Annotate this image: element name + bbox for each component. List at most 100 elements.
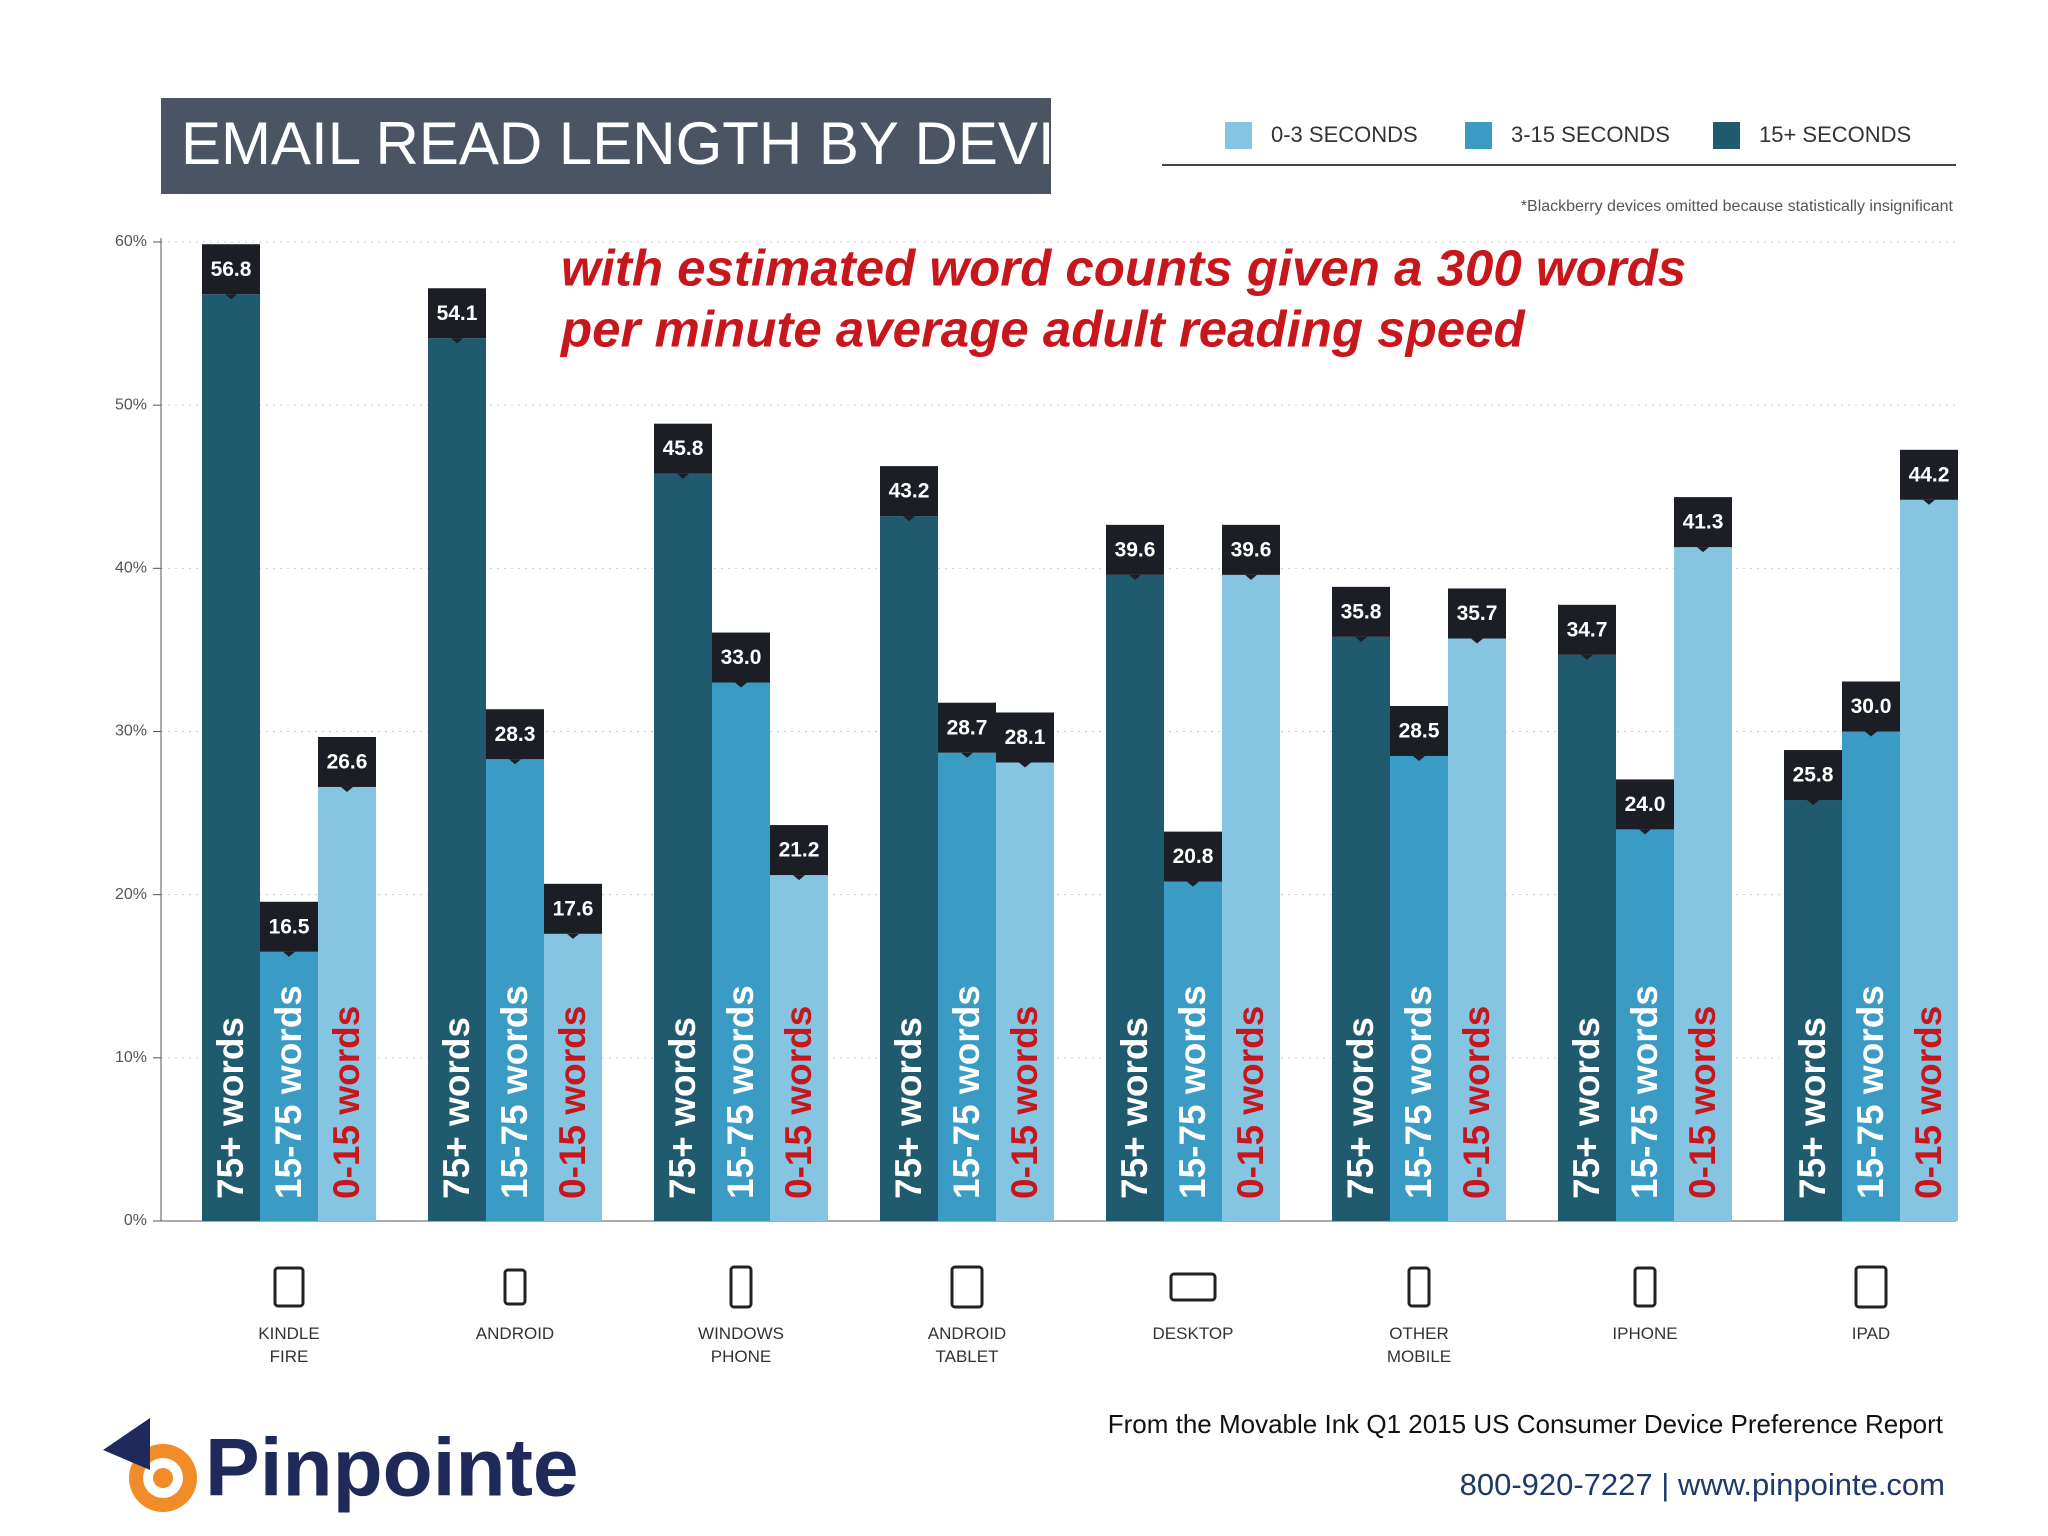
legend-swatch	[1465, 122, 1492, 149]
value-label-box	[1332, 586, 1390, 637]
value-label: 25.8	[1793, 764, 1834, 787]
legend-swatch	[1713, 122, 1740, 149]
bar-text: 0-15 words	[778, 1006, 819, 1199]
brand: Pinpointe	[205, 1423, 579, 1514]
value-label: 16.5	[269, 915, 310, 938]
device-icon	[1854, 1265, 1888, 1309]
x-tick-label: OTHER MOBILE	[1386, 1324, 1452, 1366]
y-tick-label: 10%	[115, 1049, 147, 1066]
value-label: 30.0	[1851, 695, 1892, 718]
value-label-notch	[1639, 829, 1651, 835]
bar-text: 75+ words	[662, 1017, 703, 1199]
source: From the Movable Ink Q1 2015 US Consumer…	[1108, 1409, 1944, 1439]
value-label-box	[938, 702, 996, 753]
value-label-box	[1558, 604, 1616, 655]
value-label-box	[712, 632, 770, 683]
value-label-notch	[567, 933, 579, 939]
bar	[1616, 829, 1674, 1221]
x-tick-label: DESKTOP	[1152, 1324, 1234, 1343]
value-label-box	[202, 244, 260, 295]
value-label: 24.0	[1625, 793, 1666, 816]
y-tick-label: 60%	[115, 233, 147, 250]
value-label-box	[1390, 705, 1448, 756]
device-icon	[503, 1268, 527, 1306]
value-label: 44.2	[1909, 463, 1950, 486]
bar	[938, 752, 996, 1221]
value-label-notch	[1413, 755, 1425, 761]
device-icon	[273, 1266, 305, 1308]
bar-text: 15-75 words	[1624, 985, 1665, 1199]
bar-text: 0-15 words	[1004, 1006, 1045, 1199]
value-label: 17.6	[553, 897, 594, 920]
x-tick-label: ANDROID	[475, 1324, 555, 1343]
bar-text: 75+ words	[1114, 1017, 1155, 1199]
bar-text: 75+ words	[1340, 1017, 1381, 1199]
value-label-notch	[451, 338, 463, 344]
bar-text: 75+ words	[1566, 1017, 1607, 1199]
value-label-box	[1900, 449, 1958, 500]
value-label-box	[260, 901, 318, 952]
value-label-notch	[1923, 499, 1935, 505]
y-tick-label: 40%	[115, 560, 147, 577]
bar	[260, 951, 318, 1221]
bar-text: 75+ words	[210, 1017, 251, 1199]
logo-icon	[103, 1418, 197, 1512]
value-label-box	[544, 883, 602, 934]
value-label-box	[1674, 497, 1732, 548]
bar	[712, 682, 770, 1221]
device-icon	[1633, 1266, 1657, 1308]
footnote: *Blackberry devices omitted because stat…	[1521, 198, 1954, 215]
annotation: with estimated word counts given a 300 w…	[561, 239, 1686, 296]
value-label: 26.6	[327, 751, 368, 774]
value-label-box	[1842, 681, 1900, 732]
y-tick-label: 0%	[124, 1212, 147, 1229]
value-label: 28.5	[1399, 720, 1440, 743]
value-label: 34.7	[1567, 618, 1608, 641]
value-label-box	[654, 423, 712, 474]
value-label-notch	[677, 473, 689, 479]
value-label-notch	[1697, 547, 1709, 553]
x-tick-label: WINDOWS PHONE	[698, 1324, 784, 1366]
bar-text: 0-15 words	[1230, 1006, 1271, 1199]
bar	[544, 933, 602, 1221]
chart-title: EMAIL READ LENGTH BY DEVICE*	[181, 110, 1161, 177]
value-label-notch	[793, 875, 805, 881]
bar	[1106, 574, 1164, 1221]
y-tick-label: 50%	[115, 396, 147, 413]
value-label: 41.3	[1683, 511, 1724, 534]
value-label-box	[1222, 524, 1280, 575]
value-label: 35.7	[1457, 602, 1498, 625]
device-icon	[1407, 1266, 1431, 1308]
value-label: 45.8	[663, 437, 704, 460]
bar	[1164, 881, 1222, 1221]
bar-text: 15-75 words	[494, 985, 535, 1199]
value-label-box	[1448, 588, 1506, 639]
bar-text: 75+ words	[1792, 1017, 1833, 1199]
legend-label: 15+ SECONDS	[1759, 122, 1911, 147]
bar	[1784, 800, 1842, 1221]
value-label-notch	[225, 294, 237, 300]
bar	[1222, 574, 1280, 1221]
bar-text: 0-15 words	[552, 1006, 593, 1199]
y-tick-label: 20%	[115, 886, 147, 903]
bar	[654, 473, 712, 1221]
value-label-box	[428, 288, 486, 339]
legend-label: 3-15 SECONDS	[1511, 122, 1670, 147]
value-label-box	[1106, 524, 1164, 575]
value-label: 54.1	[437, 302, 478, 325]
value-label: 39.6	[1231, 538, 1272, 561]
value-label-notch	[1019, 762, 1031, 768]
annotation: per minute average adult reading speed	[559, 300, 1526, 357]
legend-label: 0-3 SECONDS	[1271, 122, 1418, 147]
value-label: 28.3	[495, 723, 536, 746]
bar-text: 15-75 words	[268, 985, 309, 1199]
value-label-box	[880, 466, 938, 517]
value-label-notch	[341, 786, 353, 792]
bar	[1558, 654, 1616, 1221]
bar-text: 15-75 words	[1172, 985, 1213, 1199]
device-icon	[729, 1265, 753, 1309]
bar	[1900, 499, 1958, 1221]
bar-text: 0-15 words	[326, 1006, 367, 1199]
value-label-notch	[903, 516, 915, 522]
value-label-notch	[1471, 638, 1483, 644]
